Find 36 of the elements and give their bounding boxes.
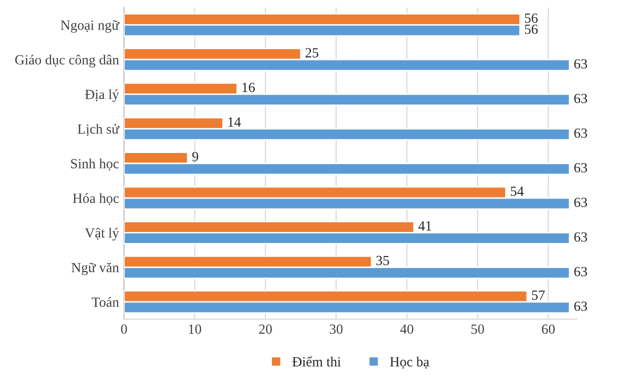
data-label: 56 [525,24,538,34]
data-label: 63 [574,198,588,208]
data-label: 63 [574,128,588,138]
y-tick-label: Hóa học [72,193,119,206]
y-tick-label: Ngoại ngữ [60,20,120,33]
data-label: 63 [574,266,588,276]
x-tick-label: 50 [471,324,484,334]
data-label: 9 [192,152,198,162]
y-tick-label: Sinh học [71,158,119,171]
data-label: 41 [418,221,432,230]
x-tick-label: 0 [121,324,127,334]
x-tick-label: 40 [400,324,414,334]
legend-label: Điểm thi [292,356,341,366]
data-label: 63 [574,232,588,242]
x-tick-label: 60 [542,324,555,334]
y-tick-label: Ngữ văn [72,262,119,276]
data-label: 57 [532,290,545,300]
data-label: 63 [574,163,588,172]
data-label: 25 [306,48,318,58]
y-tick-label: Vật lý [84,228,120,240]
y-tick-label: Toán [92,297,119,307]
x-tick-label: 30 [330,324,343,334]
data-label: 16 [242,82,255,92]
x-tick-label: 20 [259,324,272,334]
data-label: 63 [574,94,588,104]
x-tick-label: 10 [188,324,202,334]
data-label: 35 [376,256,390,266]
y-tick-label: Địa lý [85,89,120,102]
y-tick-label: Lịch sử [78,124,120,136]
data-label: 56 [525,14,538,23]
data-label: 14 [228,117,241,127]
data-label: 63 [574,302,588,311]
y-tick-label: Giáo dục công dân [15,54,119,68]
data-label: 63 [574,59,588,69]
data-label: 54 [510,186,524,196]
legend-label: Học bạ [390,356,430,369]
